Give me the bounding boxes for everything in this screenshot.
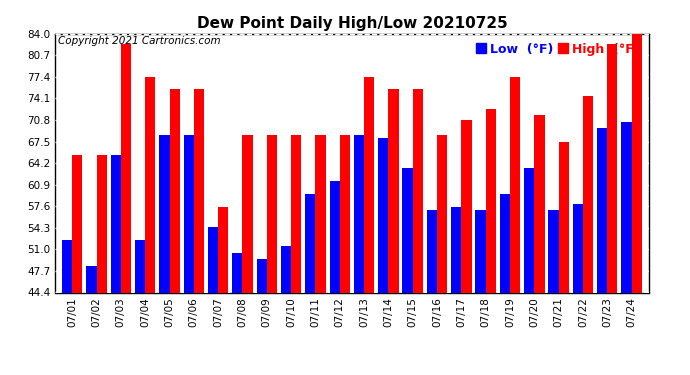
- Bar: [339, 135, 350, 375]
- Bar: [354, 135, 364, 375]
- Bar: [524, 168, 534, 375]
- Bar: [145, 77, 155, 375]
- Bar: [413, 89, 423, 375]
- Bar: [486, 109, 496, 375]
- Bar: [462, 120, 471, 375]
- Bar: [500, 194, 510, 375]
- Bar: [184, 135, 194, 375]
- Bar: [388, 89, 399, 375]
- Bar: [194, 89, 204, 375]
- Title: Dew Point Daily High/Low 20210725: Dew Point Daily High/Low 20210725: [197, 16, 507, 31]
- Bar: [208, 226, 218, 375]
- Bar: [597, 129, 607, 375]
- Text: Copyright 2021 Cartronics.com: Copyright 2021 Cartronics.com: [58, 36, 221, 46]
- Bar: [305, 194, 315, 375]
- Bar: [559, 141, 569, 375]
- Bar: [281, 246, 291, 375]
- Bar: [86, 266, 97, 375]
- Bar: [364, 77, 374, 375]
- Bar: [218, 207, 228, 375]
- Bar: [72, 154, 82, 375]
- Bar: [631, 34, 642, 375]
- Bar: [402, 168, 413, 375]
- Bar: [233, 253, 242, 375]
- Bar: [451, 207, 462, 375]
- Bar: [62, 240, 72, 375]
- Bar: [170, 89, 179, 375]
- Bar: [534, 116, 544, 375]
- Bar: [330, 181, 339, 375]
- Bar: [549, 210, 559, 375]
- Bar: [97, 154, 107, 375]
- Bar: [267, 135, 277, 375]
- Bar: [110, 154, 121, 375]
- Bar: [242, 135, 253, 375]
- Bar: [315, 135, 326, 375]
- Legend: Low  (°F), High  (°F): Low (°F), High (°F): [474, 40, 642, 58]
- Bar: [427, 210, 437, 375]
- Bar: [378, 138, 388, 375]
- Bar: [583, 96, 593, 375]
- Bar: [437, 135, 447, 375]
- Bar: [257, 259, 267, 375]
- Bar: [159, 135, 170, 375]
- Bar: [475, 210, 486, 375]
- Bar: [607, 44, 618, 375]
- Bar: [510, 77, 520, 375]
- Bar: [121, 44, 131, 375]
- Bar: [573, 204, 583, 375]
- Bar: [291, 135, 302, 375]
- Bar: [135, 240, 145, 375]
- Bar: [622, 122, 631, 375]
